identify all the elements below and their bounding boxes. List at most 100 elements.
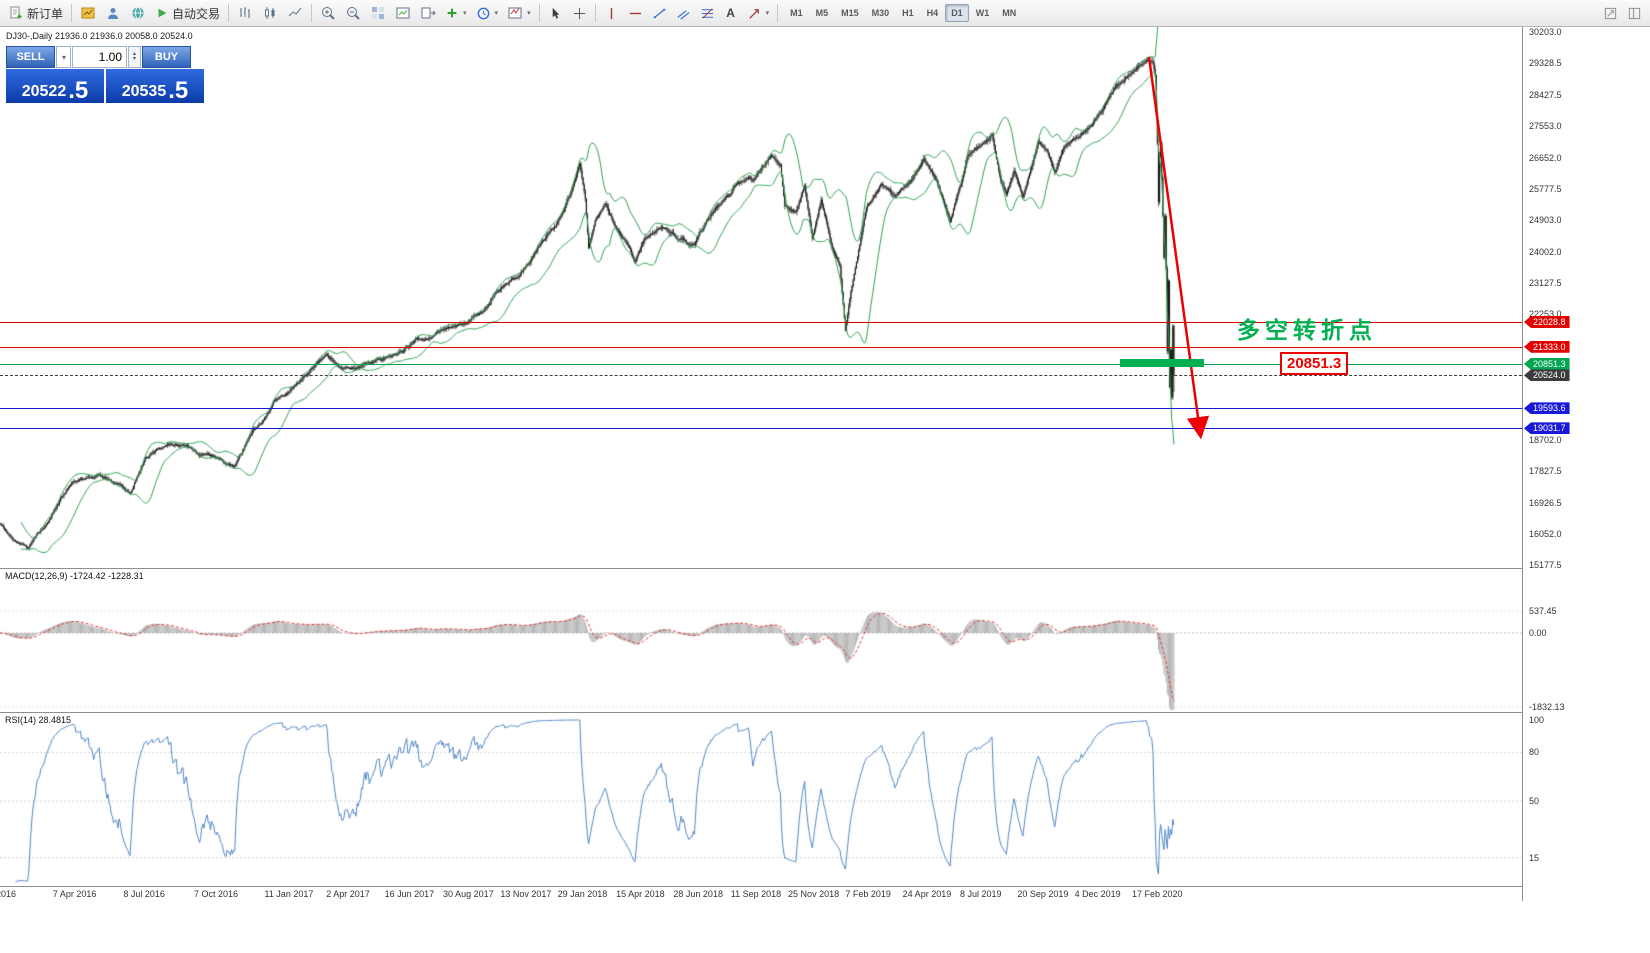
timeframe-MN[interactable]: MN xyxy=(1002,8,1017,18)
chart-shift-button[interactable] xyxy=(416,2,440,24)
templates-button[interactable]: ▾ xyxy=(503,2,535,24)
channel-button[interactable] xyxy=(672,2,695,24)
timeframe-M15[interactable]: M15 xyxy=(841,8,859,18)
x-axis-date: 15 Apr 2018 xyxy=(616,889,665,899)
price-callout-box[interactable]: 20851.3 xyxy=(1280,352,1349,375)
x-axis-date: 28 Jun 2018 xyxy=(673,889,723,899)
market-watch-icon xyxy=(81,7,95,19)
zoom-out-button[interactable] xyxy=(341,2,365,24)
arrows-icon xyxy=(748,8,759,19)
trendline-icon xyxy=(653,8,665,18)
expand-icon xyxy=(1604,7,1617,19)
timeframe-H1[interactable]: H1 xyxy=(902,8,914,18)
axis-tick-label: 24903.0 xyxy=(1529,215,1562,226)
buy-price-display[interactable]: 20535 .5 xyxy=(106,69,204,103)
chevron-down-icon: ▾ xyxy=(527,10,531,17)
tile-windows-button[interactable] xyxy=(366,2,390,24)
timeframe-M1[interactable]: M1 xyxy=(790,8,803,18)
axis-tick-label: 80 xyxy=(1529,747,1540,758)
cursor-button[interactable] xyxy=(544,2,567,24)
toolbar-separator xyxy=(228,4,230,22)
one-click-trading-panel: SELL ▾ ▴ ▾ BUY 20522 .5 20535 .5 xyxy=(6,46,204,103)
price-level-label: 21333.0 xyxy=(1524,340,1570,353)
volume-preset-dropdown[interactable]: ▾ xyxy=(56,46,71,68)
sell-button[interactable]: SELL xyxy=(6,46,55,68)
fibonacci-button[interactable] xyxy=(696,2,719,24)
axis-tick-label: 22253.0 xyxy=(1529,309,1562,320)
axis-tick-label: 28427.5 xyxy=(1529,90,1562,101)
auto-arrange-button[interactable] xyxy=(391,2,415,24)
x-axis-date: 13 Nov 2017 xyxy=(500,889,552,899)
buy-price-main: 20535 xyxy=(121,83,167,100)
bar-chart-button[interactable] xyxy=(233,2,257,24)
hline-button[interactable] xyxy=(624,2,647,24)
price-chart-canvas[interactable] xyxy=(0,27,1522,568)
trendline-button[interactable] xyxy=(648,2,671,24)
axis-tick-label: 29328.5 xyxy=(1529,58,1562,69)
auto-arrange-icon xyxy=(396,7,410,19)
x-axis-date: 8 Jul 2019 xyxy=(960,889,1002,899)
x-axis-date: 24 Apr 2019 xyxy=(902,889,952,899)
zoom-out-icon xyxy=(347,7,360,20)
periods-icon xyxy=(477,7,489,19)
axis-tick-label: -1832.13 xyxy=(1529,702,1565,713)
turning-point-label: 多空转折点 xyxy=(1237,317,1377,343)
autotrading-button[interactable]: 自动交易 xyxy=(151,2,224,24)
tile-windows-icon xyxy=(372,7,385,19)
line-chart-button[interactable] xyxy=(283,2,307,24)
pane-separator[interactable] xyxy=(0,568,1650,569)
zoom-in-button[interactable] xyxy=(316,2,340,24)
axis-tick-label: 23127.5 xyxy=(1529,278,1562,289)
new-order-button[interactable]: 新订单 xyxy=(4,2,67,24)
arrows-button[interactable]: ▾ xyxy=(743,2,774,24)
x-axis-date: 29 Jan 2018 xyxy=(557,889,608,899)
step-down-icon[interactable]: ▾ xyxy=(132,56,136,62)
sell-price-display[interactable]: 20522 .5 xyxy=(6,69,104,103)
crosshair-button[interactable] xyxy=(568,2,591,24)
x-axis-date: 11 Sep 2018 xyxy=(730,889,782,899)
candle-chart-button[interactable] xyxy=(258,2,282,24)
add-indicator-button[interactable]: ▾ xyxy=(441,2,471,24)
rsi-pane-canvas[interactable] xyxy=(0,713,1522,886)
price-level-label: 20524.0 xyxy=(1524,369,1570,382)
pane-separator xyxy=(0,886,1650,887)
symbol-info-line: DJ30-,Daily 21936.0 21936.0 20058.0 2052… xyxy=(6,31,193,41)
macd-label: MACD(12,26,9) -1724.42 -1228.31 xyxy=(5,571,144,581)
terminal-button[interactable] xyxy=(126,2,150,24)
timeframe-M30[interactable]: M30 xyxy=(871,8,890,18)
timeframe-D1[interactable]: D1 xyxy=(945,4,969,22)
market-watch-button[interactable] xyxy=(76,2,100,24)
rsi-label: RSI(14) 28.4815 xyxy=(5,715,72,725)
chevron-down-icon: ▾ xyxy=(463,10,467,17)
timeframe-H4[interactable]: H4 xyxy=(926,8,939,18)
vline-button[interactable] xyxy=(600,2,623,24)
hline-icon xyxy=(629,12,641,14)
volume-input[interactable] xyxy=(72,46,127,68)
x-axis-date: 16 Jun 2017 xyxy=(384,889,435,899)
chevron-down-icon: ▾ xyxy=(765,10,770,17)
periods-button[interactable]: ▾ xyxy=(472,2,503,24)
support-highlight-bar[interactable] xyxy=(1120,359,1204,367)
vline-icon xyxy=(610,7,612,19)
timeframe-W1[interactable]: W1 xyxy=(975,8,990,18)
pane-separator[interactable] xyxy=(0,712,1650,713)
price-axis[interactable]: 30203.0 29328.5 28427.5 27553.0 26652.0 25777… xyxy=(1522,27,1650,901)
expand-button[interactable] xyxy=(1599,2,1622,24)
step-up-icon[interactable]: ▴ xyxy=(132,51,136,57)
time-axis[interactable]: Jan 2016 7 Apr 2016 8 Jul 2016 7 Oct 2016 11… xyxy=(0,887,1522,903)
navigator-button[interactable] xyxy=(101,2,125,24)
volume-stepper[interactable]: ▴ ▾ xyxy=(128,46,141,68)
panels-button[interactable] xyxy=(1623,2,1646,24)
axis-tick-label: 25777.5 xyxy=(1529,184,1562,195)
timeframe-M5[interactable]: M5 xyxy=(815,8,829,18)
axis-tick-label: 15177.5 xyxy=(1529,560,1562,570)
axis-tick-label: 15 xyxy=(1529,852,1540,863)
x-axis-date: 2 Apr 2017 xyxy=(326,889,370,899)
zoom-in-icon xyxy=(322,7,335,20)
chevron-down-icon: ▾ xyxy=(61,52,66,62)
x-axis-date: 30 Aug 2017 xyxy=(443,889,494,899)
macd-pane-canvas[interactable] xyxy=(0,569,1522,712)
buy-button[interactable]: BUY xyxy=(142,46,191,68)
text-button[interactable]: A xyxy=(720,2,742,24)
axis-tick-label: 17827.5 xyxy=(1529,466,1562,477)
